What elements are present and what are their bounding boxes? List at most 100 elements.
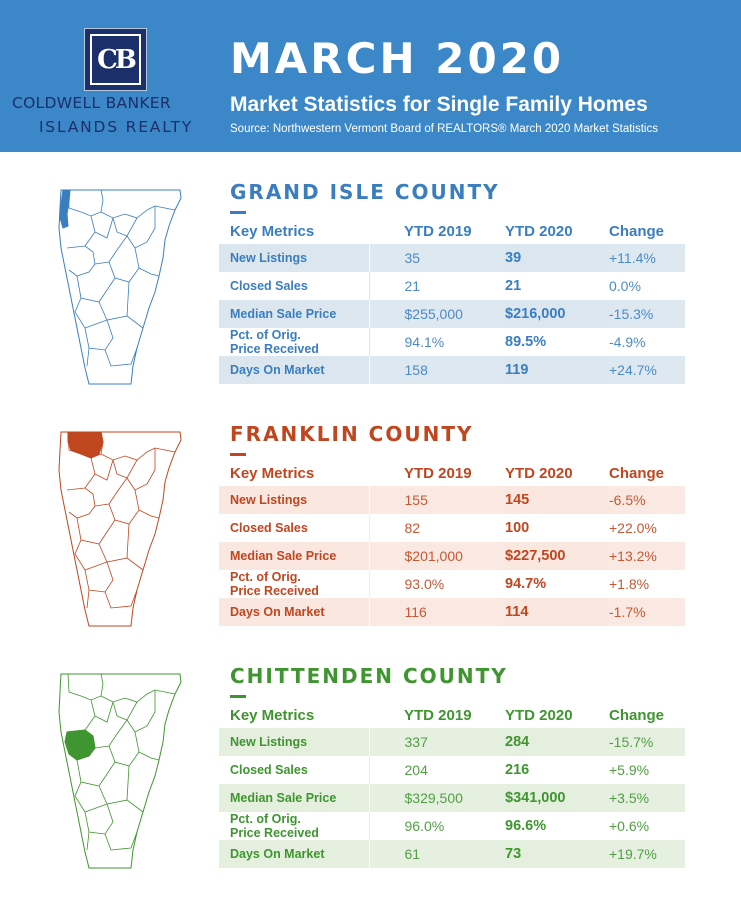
county-border [94, 477, 128, 507]
change-value: +13.2% [609, 542, 685, 570]
column-header: YTD 2020 [505, 464, 573, 482]
metric-label: Pct. of Orig. Price Received [219, 570, 369, 598]
ytd-2019-value: 204 [368, 756, 505, 784]
county-border [90, 457, 114, 481]
column-header: Key Metrics [230, 464, 315, 482]
county-title: CHITTENDEN COUNTY [230, 664, 508, 688]
table-row: Closed Sales 21 21 0.0% [219, 272, 685, 300]
county-border [112, 217, 138, 237]
change-value: +3.5% [609, 784, 685, 812]
table-row: Median Sale Price $201,000 $227,500 +13.2% [219, 542, 685, 570]
county-border [67, 673, 104, 701]
county-border [108, 489, 140, 525]
highlighted-county [64, 729, 96, 761]
page-subtitle: Market Statistics for Single Family Home… [230, 93, 648, 116]
county-section: CHITTENDEN COUNTY Key Metrics YTD 2019 YTD … [0, 664, 741, 902]
table-row: New Listings 337 284 -15.7% [219, 728, 685, 756]
change-value: 0.0% [609, 272, 685, 300]
county-border [126, 799, 144, 813]
table-row: Pct. of Orig. Price Received 96.0% 96.6% +0.… [219, 812, 685, 840]
metrics-table: Key Metrics YTD 2019 YTD 2020 Change New Lis… [219, 460, 686, 626]
column-header: Change [609, 706, 665, 724]
metric-label: Days On Market [219, 356, 369, 384]
county-border [74, 297, 108, 329]
table-row: Closed Sales 204 216 +5.9% [219, 756, 685, 784]
vermont-map-franklin-highlighted-icon [58, 431, 182, 627]
state-outline [58, 673, 182, 869]
column-header: Change [609, 464, 665, 482]
logo-text-line1: COLDWELL BANKER [12, 94, 171, 112]
metric-label: Pct. of Orig. Price Received [219, 328, 369, 356]
county-border [138, 509, 160, 519]
county-border [138, 267, 160, 277]
ytd-2019-value: $201,000 [368, 542, 505, 570]
county-border [84, 231, 96, 247]
ytd-2020-value: 73 [505, 840, 609, 868]
county-border [76, 759, 116, 787]
ytd-2019-value: 337 [368, 728, 505, 756]
county-border [98, 281, 130, 321]
county-border [94, 719, 128, 749]
table-row: New Listings 35 39 +11.4% [219, 244, 685, 272]
column-header: YTD 2019 [404, 706, 472, 724]
metrics-table: Key Metrics YTD 2019 YTD 2020 Change New Lis… [219, 218, 686, 384]
table-row: Pct. of Orig. Price Received 93.0% 94.7% +1.… [219, 570, 685, 598]
county-border [76, 275, 116, 303]
county-border [84, 473, 96, 489]
ytd-2020-value: $227,500 [505, 542, 609, 570]
table-row: Median Sale Price $255,000 $216,000 -15.3% [219, 300, 685, 328]
ytd-2019-value: 82 [368, 514, 505, 542]
ytd-2019-value: 96.0% [368, 812, 505, 840]
change-value: -15.3% [609, 300, 685, 328]
column-header: Key Metrics [230, 222, 315, 240]
ytd-2020-value: 119 [505, 356, 609, 384]
ytd-2019-value: 158 [368, 356, 505, 384]
ytd-2020-value: 216 [505, 756, 609, 784]
county-border [126, 557, 144, 571]
county-title: FRANKLIN COUNTY [230, 422, 474, 446]
county-border [86, 589, 90, 609]
ytd-2020-value: $341,000 [505, 784, 609, 812]
county-border [108, 731, 140, 767]
ytd-2020-value: 39 [505, 244, 609, 272]
ytd-2020-value: 96.6% [505, 812, 609, 840]
county-border [126, 690, 156, 733]
column-header: YTD 2020 [505, 222, 573, 240]
county-border [108, 247, 140, 283]
ytd-2020-value: 21 [505, 272, 609, 300]
county-border [66, 487, 96, 519]
table-header-row: Key Metrics YTD 2019 YTD 2020 Change [219, 218, 685, 244]
table-row: Days On Market 61 73 +19.7% [219, 840, 685, 868]
county-border [112, 701, 138, 721]
change-value: +0.6% [609, 812, 685, 840]
county-border [84, 803, 114, 835]
county-border [84, 715, 96, 731]
title-underline [230, 211, 246, 214]
table-row: Median Sale Price $329,500 $341,000 +3.5% [219, 784, 685, 812]
county-border [100, 205, 176, 219]
metric-label: Closed Sales [219, 514, 369, 542]
ytd-2019-value: 35 [368, 244, 505, 272]
ytd-2020-value: 100 [505, 514, 609, 542]
title-underline [230, 453, 246, 456]
coldwell-banker-logo-mark: CB [84, 28, 147, 91]
county-border [98, 765, 130, 805]
table-row: Days On Market 158 119 +24.7% [219, 356, 685, 384]
change-value: -1.7% [609, 598, 685, 626]
metric-label: Median Sale Price [219, 784, 369, 812]
metrics-table: Key Metrics YTD 2019 YTD 2020 Change New Lis… [219, 702, 686, 868]
metric-label: Pct. of Orig. Price Received [219, 812, 369, 840]
ytd-2019-value: 94.1% [368, 328, 505, 356]
title-underline [230, 695, 246, 698]
ytd-2019-value: $329,500 [368, 784, 505, 812]
ytd-2020-value: $216,000 [505, 300, 609, 328]
source-note: Source: Northwestern Vermont Board of RE… [230, 123, 658, 135]
vermont-map-grand-isle-highlighted-icon [58, 189, 182, 385]
metric-label: New Listings [219, 728, 369, 756]
change-value: +22.0% [609, 514, 685, 542]
ytd-2020-value: 94.7% [505, 570, 609, 598]
metric-label: Days On Market [219, 598, 369, 626]
table-row: Days On Market 116 114 -1.7% [219, 598, 685, 626]
county-border [90, 215, 114, 239]
county-border [67, 189, 104, 217]
